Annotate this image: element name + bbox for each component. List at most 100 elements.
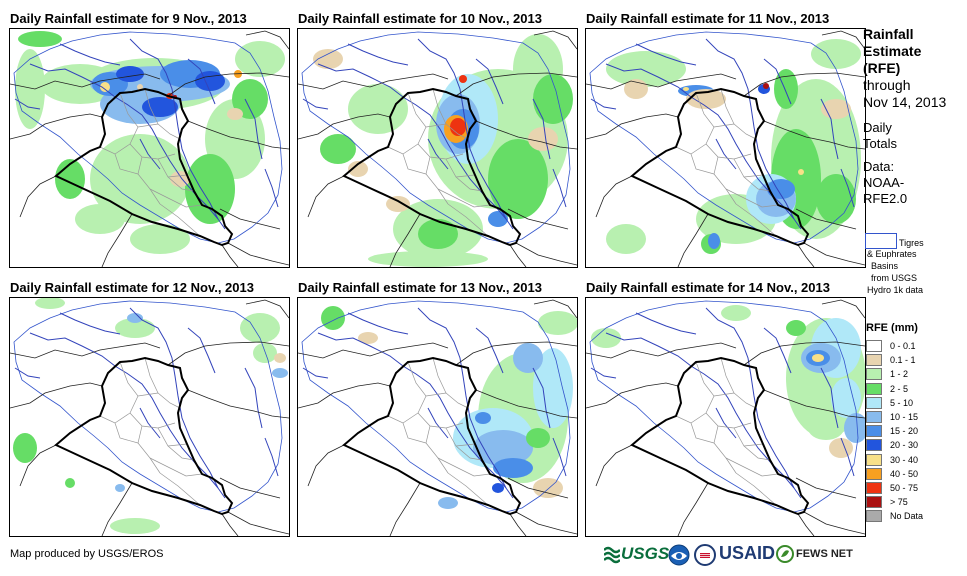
province-boundary — [387, 412, 419, 424]
usaid-seal-icon — [694, 544, 716, 566]
legend-label: 2 - 5 — [890, 383, 909, 394]
rfe-title-line-1: Rainfall — [863, 26, 914, 42]
rainfall-patch — [195, 71, 225, 91]
basin-line-2: & Euphrates — [867, 249, 917, 259]
country-border — [19, 444, 57, 487]
province-boundary — [144, 357, 159, 394]
rainfall-patch — [831, 378, 861, 418]
province-boundary — [720, 357, 735, 394]
river-line — [605, 63, 802, 230]
side-panel: Rainfall Estimate (RFE) through Nov 14, … — [863, 26, 967, 207]
legend-label: > 75 — [890, 497, 908, 508]
basin-boundary — [589, 31, 859, 244]
province-boundary — [149, 457, 203, 477]
rainfall-patch — [253, 343, 277, 363]
rainfall-patch — [493, 458, 533, 478]
province-boundary — [425, 425, 449, 474]
province-boundary — [425, 156, 449, 205]
province-boundary — [149, 188, 203, 208]
river-line — [532, 98, 551, 160]
province-boundary — [720, 88, 735, 125]
river-line — [705, 307, 795, 489]
rainfall-patch — [812, 354, 824, 362]
country-border — [298, 382, 391, 409]
country-border — [586, 73, 737, 90]
country-border — [677, 213, 709, 267]
country-border — [763, 389, 865, 419]
basin-line-4: from USGS — [871, 273, 918, 283]
river-line — [317, 332, 514, 499]
rainfall-patch — [606, 224, 646, 254]
basin-boundary — [589, 300, 859, 513]
country-border — [245, 30, 289, 50]
province-boundary — [725, 457, 779, 477]
rainfall-patch — [488, 139, 548, 219]
river-line — [264, 168, 279, 208]
rainfall-patch — [55, 159, 85, 199]
river-line — [763, 58, 792, 105]
legend-swatch — [866, 510, 882, 523]
country-border — [475, 120, 577, 150]
river-line — [129, 307, 219, 489]
rainfall-patch — [528, 127, 558, 151]
legend-swatch — [866, 340, 882, 352]
river-line — [427, 138, 449, 170]
river-line — [317, 63, 514, 230]
river-line — [820, 98, 839, 160]
rainfall-patch — [526, 428, 550, 448]
rainfall-patch — [75, 204, 125, 234]
panel-title-2: Daily Rainfall estimate for 10 Nov., 201… — [298, 11, 542, 26]
country-border — [101, 482, 133, 536]
province-boundary — [144, 88, 159, 125]
rainfall-patch — [721, 305, 751, 321]
rainfall-patch — [13, 433, 37, 463]
noaa-logo — [668, 544, 690, 571]
country-border — [187, 389, 289, 419]
country-border — [507, 477, 569, 499]
rainfall-patch — [418, 219, 458, 249]
fews-leaf-icon — [776, 545, 794, 563]
province-boundary — [695, 92, 715, 145]
panel-title-5: Daily Rainfall estimate for 13 Nov., 201… — [298, 280, 542, 295]
country-border — [533, 299, 577, 319]
country-border — [10, 73, 161, 90]
rainfall-patch — [116, 66, 144, 82]
province-boundary — [743, 174, 764, 178]
province-boundary — [114, 422, 139, 444]
country-border — [298, 73, 449, 90]
country-border — [533, 30, 577, 50]
basin-boundary — [13, 31, 283, 244]
iraq-border — [630, 87, 810, 247]
country-border — [515, 242, 577, 266]
river-line — [417, 38, 507, 220]
rainfall-patch — [348, 84, 408, 134]
data-label: Data: — [863, 159, 895, 174]
river-line — [302, 98, 329, 110]
through-label: through — [863, 77, 911, 93]
legend-label: 10 - 15 — [890, 412, 919, 422]
river-line — [187, 58, 216, 105]
panel-title-1: Daily Rainfall estimate for 9 Nov., 2013 — [10, 11, 247, 26]
province-boundary — [735, 203, 777, 237]
province-boundary — [129, 143, 176, 160]
rainfall-patch — [142, 97, 178, 117]
through-date: Nov 14, 2013 — [863, 94, 947, 110]
province-boundary — [432, 88, 447, 125]
rainfall-patch — [240, 313, 280, 343]
river-line — [14, 367, 41, 379]
legend-swatch — [866, 411, 882, 423]
province-boundary — [437, 457, 491, 477]
province-boundary — [675, 143, 707, 155]
rainfall-patch — [274, 353, 286, 363]
rainfall-patch — [90, 134, 190, 224]
province-boundary — [695, 361, 715, 414]
province-boundary — [137, 156, 161, 205]
legend-label: 15 - 20 — [890, 426, 919, 437]
province-boundary — [713, 392, 757, 409]
iraq-border — [342, 87, 522, 247]
rainfall-map-nov-12 — [9, 297, 290, 537]
rainfall-patch — [624, 79, 648, 99]
rainfall-patch — [35, 298, 65, 309]
rainfall-patch — [100, 82, 110, 92]
river-line — [139, 407, 161, 439]
